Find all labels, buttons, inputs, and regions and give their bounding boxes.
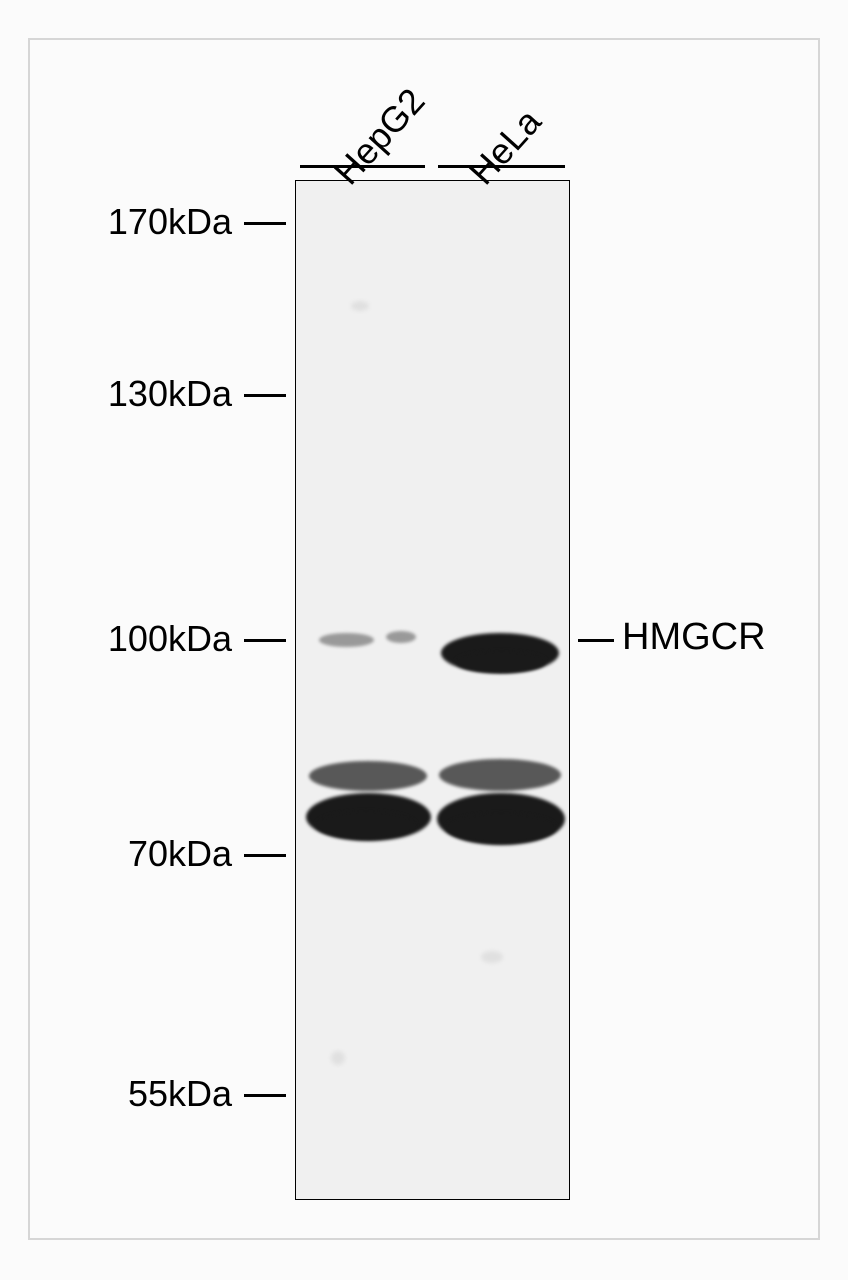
- blot-noise: [351, 301, 369, 311]
- mw-marker-label: 130kDa: [108, 373, 232, 415]
- blot-band: [439, 759, 561, 791]
- mw-marker-tick: [244, 222, 286, 225]
- target-tick: [578, 639, 614, 642]
- blot-band: [319, 633, 374, 647]
- mw-marker-tick: [244, 639, 286, 642]
- blot-noise: [481, 951, 503, 963]
- western-blot-membrane: [295, 180, 570, 1200]
- mw-marker-tick: [244, 394, 286, 397]
- mw-marker-tick: [244, 1094, 286, 1097]
- mw-marker-label: 70kDa: [128, 833, 232, 875]
- blot-band: [456, 651, 546, 673]
- blot-band: [309, 761, 427, 791]
- mw-marker-label: 55kDa: [128, 1073, 232, 1115]
- blot-band: [446, 813, 556, 843]
- blot-band: [386, 631, 416, 643]
- blot-band: [316, 811, 416, 839]
- mw-marker-label: 100kDa: [108, 618, 232, 660]
- mw-marker-tick: [244, 854, 286, 857]
- target-label: HMGCR: [622, 616, 766, 659]
- mw-marker-label: 170kDa: [108, 201, 232, 243]
- blot-noise: [331, 1051, 345, 1065]
